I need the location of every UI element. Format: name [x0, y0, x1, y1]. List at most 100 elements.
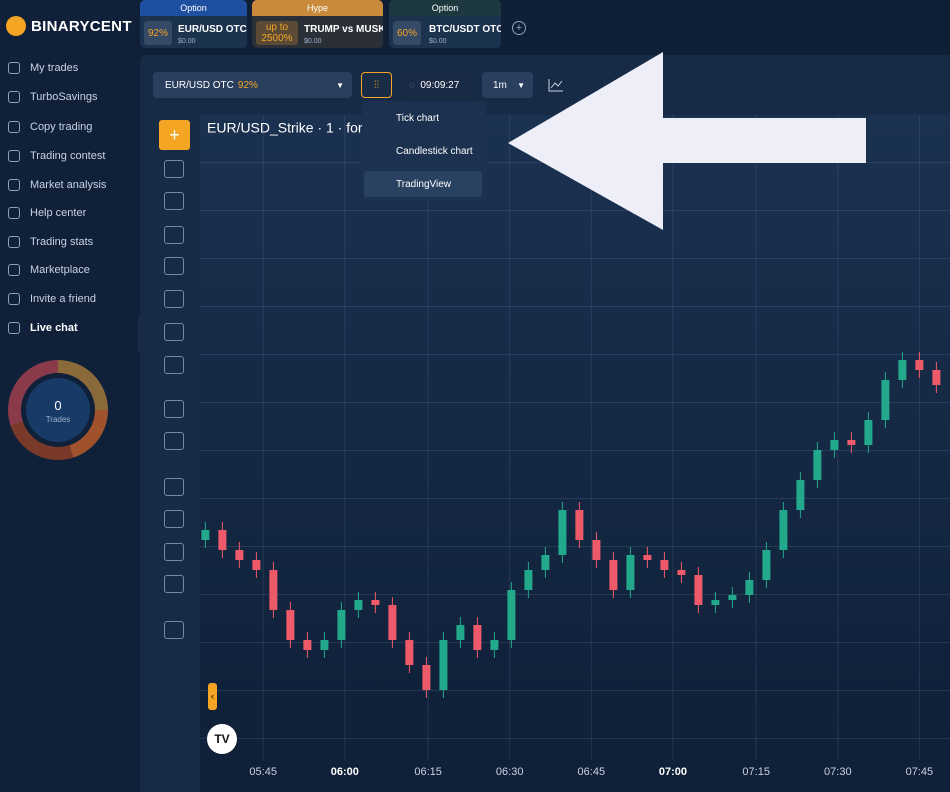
candle-body [235, 550, 244, 560]
menu-label: Invite a friend [30, 293, 97, 305]
candle-body [218, 530, 227, 550]
candle-body [881, 380, 890, 420]
candle-body [354, 600, 363, 610]
tool-icon[interactable] [164, 400, 184, 418]
menu-item[interactable]: Help center [8, 207, 86, 219]
asset-tab[interactable]: Hype up to 2500% TRUMP vs MUSK $0.00 [252, 0, 383, 48]
tab-label: Option [140, 0, 247, 16]
menu-label: TurboSavings [30, 91, 98, 103]
tool-icon[interactable] [164, 290, 184, 308]
candle-body [847, 440, 856, 445]
tool-icon[interactable] [164, 192, 184, 210]
tool-icon[interactable] [164, 478, 184, 496]
candle-body [660, 560, 669, 570]
menu-label: Trading contest [30, 150, 106, 162]
candle-body [932, 370, 941, 385]
interval-value: 1m [493, 79, 507, 91]
candle-body [830, 440, 839, 450]
tab-payout-value: 2500% [261, 33, 293, 44]
chart: EUR/USD_Strike · 1 · for 05:45 06:00 06:15… [201, 115, 941, 778]
menu-item[interactable]: Copy trading [8, 121, 92, 133]
candle-body [762, 550, 771, 580]
candle-body [252, 560, 261, 570]
candle-body [677, 570, 686, 575]
menu-label: Marketplace [30, 264, 90, 276]
candle-body [711, 600, 720, 605]
tool-icon[interactable] [164, 323, 184, 341]
chart-type-menu: Tick chart Candlestick chart TradingView [362, 101, 486, 201]
trades-label: Trades [45, 415, 71, 424]
x-tick-label: 07:45 [906, 766, 934, 778]
candle-body [558, 510, 567, 555]
candle-body [320, 640, 329, 650]
tool-icon[interactable] [164, 621, 184, 639]
asset-select[interactable]: EUR/USD OTC 92% ▼ [153, 72, 352, 98]
candle-body [592, 540, 601, 560]
sidebar: BINARYCENT My trades TurboSavings Copy tra… [0, 0, 148, 792]
candle-body [643, 555, 652, 560]
interval-select[interactable]: 1m ▼ [482, 72, 533, 98]
tab-payout: 92% [144, 21, 172, 45]
candle-body [439, 640, 448, 690]
candle-body [490, 640, 499, 650]
tool-icon[interactable] [164, 257, 184, 275]
menu-item[interactable]: My trades [8, 62, 78, 74]
asset-name: EUR/USD OTC [165, 79, 234, 91]
candle-body [898, 360, 907, 380]
tab-payout: 60% [393, 21, 421, 45]
menu-item[interactable]: TurboSavings [8, 91, 97, 103]
candle-body [371, 600, 380, 605]
candle-body [864, 420, 873, 445]
tradingview-logo[interactable]: TV [207, 724, 237, 754]
candle-body [915, 360, 924, 370]
add-tab-button[interactable]: + [512, 21, 526, 35]
candle-body [813, 450, 822, 480]
menu-label: Live chat [30, 322, 78, 334]
x-tick-label: 07:15 [742, 766, 770, 778]
tab-amount: $0.00 [178, 38, 196, 45]
menu-label: Copy trading [30, 121, 93, 133]
tool-icon[interactable] [164, 226, 184, 244]
candle-body [201, 530, 210, 540]
tool-icon[interactable] [164, 356, 184, 374]
asset-payout: 92% [237, 79, 258, 91]
tab-payout: up to 2500% [256, 21, 298, 45]
asset-tab[interactable]: Option 60% BTC/USDT OTC $0.00 [389, 0, 501, 48]
x-tick-label: 06:30 [496, 766, 524, 778]
candle-body [388, 605, 397, 640]
tool-icon[interactable] [164, 575, 184, 593]
candle-body [745, 580, 754, 595]
menu-item[interactable]: Trading stats [8, 236, 93, 248]
menu-item[interactable]: Market analysis [8, 179, 106, 191]
tab-label: Hype [252, 0, 383, 16]
crosshair-tool[interactable]: + [159, 120, 190, 150]
tool-icon[interactable] [164, 432, 184, 450]
menu-label: Help center [30, 207, 87, 219]
x-tick-label: 06:00 [331, 766, 359, 778]
candle-body [626, 555, 635, 590]
x-tick-label: 07:00 [659, 766, 687, 778]
chart-type-button[interactable]: ⫶⫶ [361, 72, 392, 98]
indicators-button[interactable] [548, 78, 564, 92]
menu-label: Trading stats [30, 236, 94, 248]
candle-body [456, 625, 465, 640]
candle-body [796, 480, 805, 510]
menu-item[interactable]: Trading contest [8, 150, 105, 162]
menu-label: My trades [30, 62, 79, 74]
chart-title: EUR/USD_Strike · 1 · for [207, 120, 363, 136]
asset-tab[interactable]: Option 92% EUR/USD OTC $0.00 [140, 0, 247, 48]
panel-toggle[interactable]: ‹ [208, 683, 217, 710]
tool-icon[interactable] [164, 160, 184, 178]
menu-item[interactable]: Marketplace [8, 264, 90, 276]
logo[interactable]: BINARYCENT [31, 18, 132, 35]
menu-item[interactable]: Live chat [8, 322, 78, 334]
menu-option[interactable]: TradingView [364, 171, 482, 197]
menu-item[interactable]: Invite a friend [8, 293, 96, 305]
menu-option[interactable]: Candlestick chart [396, 145, 473, 157]
tool-icon[interactable] [164, 510, 184, 528]
candle-body [694, 575, 703, 605]
timer-value: 09:09:27 [420, 79, 460, 91]
tool-icon[interactable] [164, 543, 184, 561]
menu-option[interactable]: Tick chart [396, 112, 439, 124]
